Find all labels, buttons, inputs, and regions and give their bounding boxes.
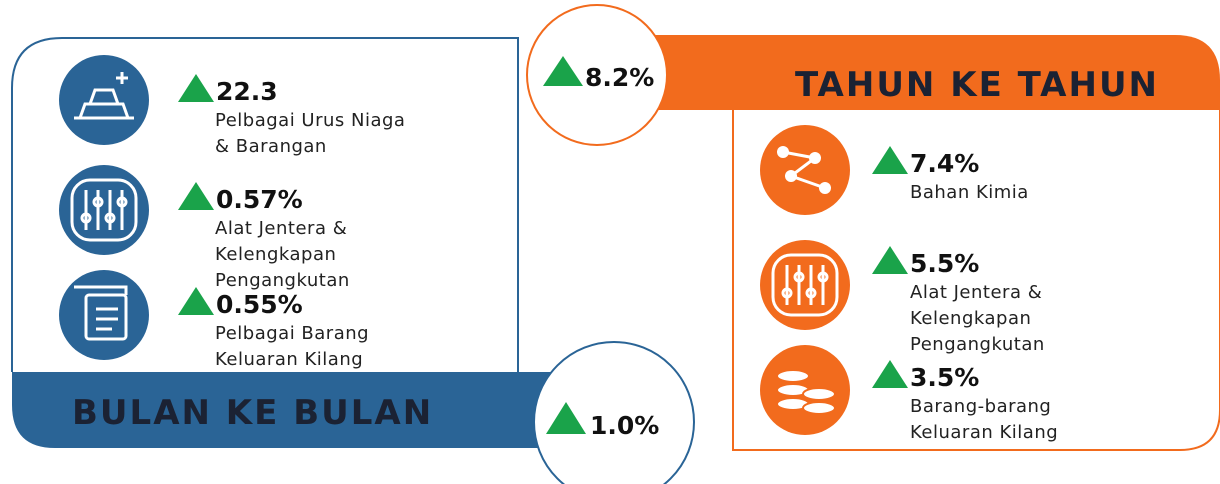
icon-circle: [59, 165, 149, 255]
icon: [74, 72, 134, 120]
icon: [819, 182, 831, 194]
year-circle: [526, 4, 668, 146]
icon-circle: [59, 55, 149, 145]
month-panel: [11, 37, 519, 372]
up-arrow: [178, 182, 214, 210]
icon: [802, 401, 836, 415]
item-value: 5.5%: [910, 249, 979, 278]
up-arrow: [872, 360, 908, 388]
item-label: Alat Jentera &: [215, 218, 347, 239]
icon: [782, 150, 826, 190]
item-label: Pengangkutan: [910, 334, 1045, 355]
item-label: Barang-barang: [910, 396, 1051, 417]
icon: [70, 178, 138, 242]
year-bar: [600, 35, 1220, 110]
item-label: & Barangan: [215, 136, 327, 157]
up-arrow: [872, 246, 908, 274]
icon: [116, 196, 128, 208]
month-value: 1.0%: [590, 411, 659, 440]
icon-circle: [760, 240, 850, 330]
item-value: 22.3: [216, 77, 278, 106]
item-label: Pelbagai Barang: [215, 323, 369, 344]
item-value: 0.57%: [216, 185, 303, 214]
icon: [74, 285, 128, 331]
month-bar: [12, 372, 560, 448]
icon: [104, 212, 116, 224]
icon: [805, 287, 817, 299]
item-label: Pengangkutan: [215, 270, 350, 291]
up-arrow: [546, 402, 586, 434]
icon: [777, 146, 789, 158]
year-value: 8.2%: [585, 63, 654, 92]
icon: [785, 170, 797, 182]
item-label: Kelengkapan: [910, 308, 1031, 329]
icon: [809, 152, 821, 164]
item-label: Kelengkapan: [215, 244, 336, 265]
month-title: BULAN KE BULAN: [72, 393, 433, 433]
icon: [776, 369, 810, 383]
icon: [817, 271, 829, 283]
up-arrow: [872, 146, 908, 174]
item-label: Keluaran Kilang: [910, 422, 1058, 443]
icon: [84, 293, 128, 341]
year-title: TAHUN KE TAHUN: [795, 65, 1159, 105]
icon: [80, 212, 92, 224]
item-label: Keluaran Kilang: [215, 349, 363, 370]
up-arrow: [178, 74, 214, 102]
up-arrow: [543, 56, 583, 86]
icon: [781, 287, 793, 299]
item-label: Alat Jentera &: [910, 282, 1042, 303]
month-circle: [533, 341, 695, 484]
icon-circle: [760, 125, 850, 215]
icon-circle: [59, 270, 149, 360]
item-value: 3.5%: [910, 363, 979, 392]
icon: [771, 253, 839, 317]
icon: [793, 271, 805, 283]
item-value: 0.55%: [216, 290, 303, 319]
item-label: Bahan Kimia: [910, 182, 1029, 203]
item-label: Pelbagai Urus Niaga: [215, 110, 405, 131]
icon: [802, 387, 836, 401]
icon: [92, 196, 104, 208]
up-arrow: [178, 287, 214, 315]
item-value: 7.4%: [910, 149, 979, 178]
